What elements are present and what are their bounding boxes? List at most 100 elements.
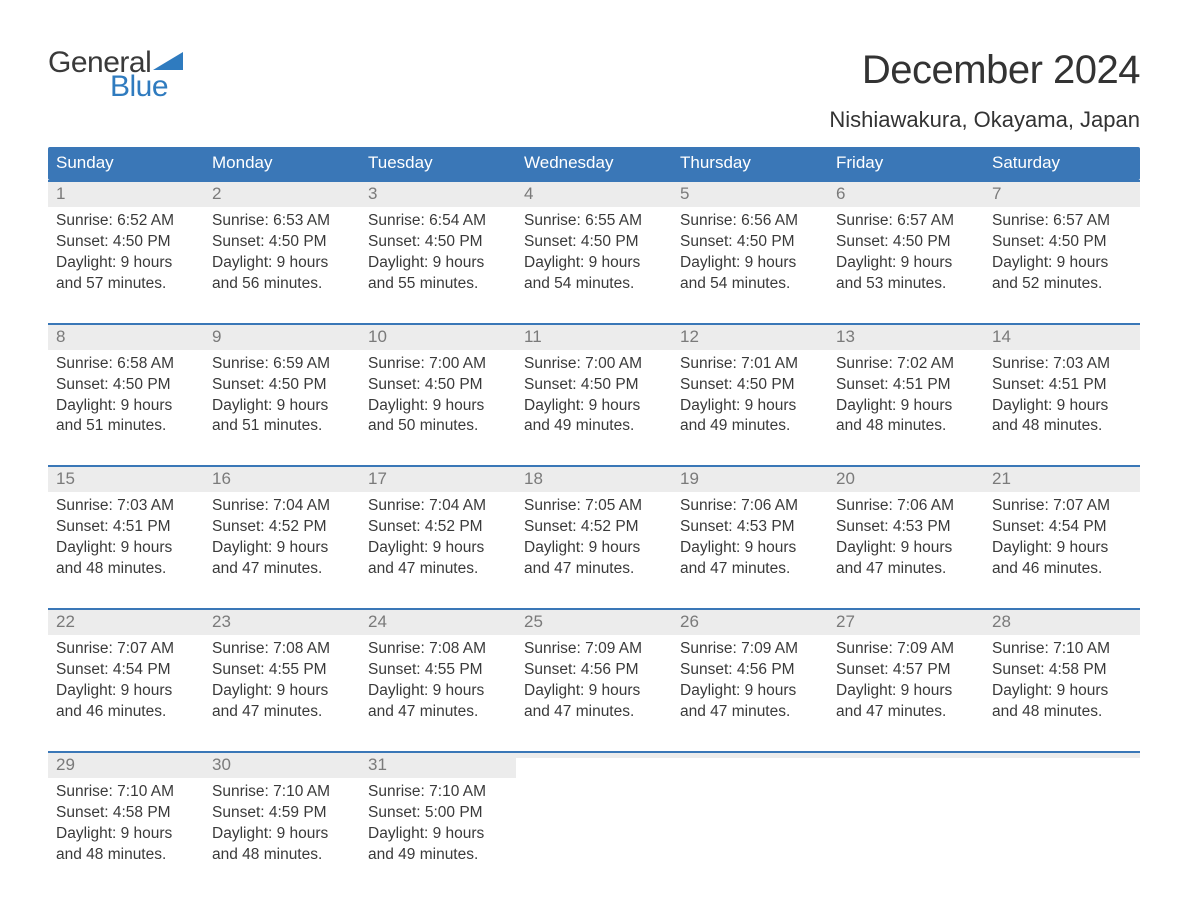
calendar-day: 14Sunrise: 7:03 AMSunset: 4:51 PMDayligh… <box>984 325 1140 448</box>
weekday-header: Friday <box>828 147 984 180</box>
sunrise-line: Sunrise: 6:59 AM <box>212 355 330 372</box>
day-number-row: 22 <box>48 610 204 635</box>
day-number-row: 3 <box>360 182 516 207</box>
sunset-line: Sunset: 4:50 PM <box>212 376 327 393</box>
daylight-line-2: and 53 minutes. <box>836 275 946 292</box>
page: General Blue December 2024 Nishiawakura,… <box>0 0 1188 915</box>
daylight-line-1: Daylight: 9 hours <box>524 397 640 414</box>
sunset-line: Sunset: 4:50 PM <box>368 233 483 250</box>
sunset-line: Sunset: 4:50 PM <box>992 233 1107 250</box>
daylight-line-2: and 47 minutes. <box>368 703 478 720</box>
day-number: 29 <box>48 753 204 778</box>
day-number: 9 <box>204 325 360 350</box>
sunset-line: Sunset: 4:50 PM <box>524 233 639 250</box>
day-number-row: 31 <box>360 753 516 778</box>
sunrise-line: Sunrise: 7:09 AM <box>524 640 642 657</box>
day-number: 23 <box>204 610 360 635</box>
sunrise-line: Sunrise: 6:54 AM <box>368 212 486 229</box>
sunset-line: Sunset: 4:59 PM <box>212 804 327 821</box>
calendar-day: 28Sunrise: 7:10 AMSunset: 4:58 PMDayligh… <box>984 610 1140 733</box>
day-details: Sunrise: 7:04 AMSunset: 4:52 PMDaylight:… <box>360 492 516 580</box>
weekday-header: Tuesday <box>360 147 516 180</box>
day-number: 26 <box>672 610 828 635</box>
day-number: 14 <box>984 325 1140 350</box>
daylight-line-2: and 54 minutes. <box>524 275 634 292</box>
day-number: 20 <box>828 467 984 492</box>
sunrise-line: Sunrise: 6:55 AM <box>524 212 642 229</box>
sunset-line: Sunset: 4:52 PM <box>524 518 639 535</box>
daylight-line-1: Daylight: 9 hours <box>212 825 328 842</box>
day-number-row <box>516 753 672 758</box>
day-number: 10 <box>360 325 516 350</box>
sunset-line: Sunset: 4:50 PM <box>56 233 171 250</box>
day-details: Sunrise: 7:09 AMSunset: 4:56 PMDaylight:… <box>672 635 828 723</box>
daylight-line-2: and 47 minutes. <box>524 560 634 577</box>
daylight-line-1: Daylight: 9 hours <box>836 539 952 556</box>
sunset-line: Sunset: 4:54 PM <box>992 518 1107 535</box>
calendar-day: 8Sunrise: 6:58 AMSunset: 4:50 PMDaylight… <box>48 325 204 448</box>
sunrise-line: Sunrise: 7:00 AM <box>368 355 486 372</box>
calendar-day <box>516 753 672 876</box>
sunrise-line: Sunrise: 7:06 AM <box>680 497 798 514</box>
weekday-header: Sunday <box>48 147 204 180</box>
calendar-day: 4Sunrise: 6:55 AMSunset: 4:50 PMDaylight… <box>516 182 672 305</box>
daylight-line-1: Daylight: 9 hours <box>212 539 328 556</box>
calendar-day: 5Sunrise: 6:56 AMSunset: 4:50 PMDaylight… <box>672 182 828 305</box>
sunset-line: Sunset: 4:51 PM <box>836 376 951 393</box>
calendar-day: 24Sunrise: 7:08 AMSunset: 4:55 PMDayligh… <box>360 610 516 733</box>
calendar-day: 26Sunrise: 7:09 AMSunset: 4:56 PMDayligh… <box>672 610 828 733</box>
calendar-day <box>984 753 1140 876</box>
daylight-line-1: Daylight: 9 hours <box>56 682 172 699</box>
daylight-line-1: Daylight: 9 hours <box>524 254 640 271</box>
calendar-day <box>828 753 984 876</box>
day-number: 25 <box>516 610 672 635</box>
day-details: Sunrise: 7:10 AMSunset: 4:59 PMDaylight:… <box>204 778 360 866</box>
title-block: December 2024 Nishiawakura, Okayama, Jap… <box>829 48 1140 133</box>
day-number: 31 <box>360 753 516 778</box>
daylight-line-2: and 48 minutes. <box>56 846 166 863</box>
day-number-row: 21 <box>984 467 1140 492</box>
day-number: 16 <box>204 467 360 492</box>
sunset-line: Sunset: 4:58 PM <box>56 804 171 821</box>
day-details: Sunrise: 7:09 AMSunset: 4:57 PMDaylight:… <box>828 635 984 723</box>
daylight-line-2: and 47 minutes. <box>680 560 790 577</box>
calendar-day: 10Sunrise: 7:00 AMSunset: 4:50 PMDayligh… <box>360 325 516 448</box>
daylight-line-1: Daylight: 9 hours <box>680 254 796 271</box>
day-number: 12 <box>672 325 828 350</box>
day-details: Sunrise: 7:06 AMSunset: 4:53 PMDaylight:… <box>828 492 984 580</box>
sunrise-line: Sunrise: 6:57 AM <box>992 212 1110 229</box>
sunset-line: Sunset: 4:51 PM <box>56 518 171 535</box>
calendar-day: 31Sunrise: 7:10 AMSunset: 5:00 PMDayligh… <box>360 753 516 876</box>
day-details: Sunrise: 7:10 AMSunset: 4:58 PMDaylight:… <box>984 635 1140 723</box>
calendar-day: 25Sunrise: 7:09 AMSunset: 4:56 PMDayligh… <box>516 610 672 733</box>
day-number: 13 <box>828 325 984 350</box>
daylight-line-2: and 54 minutes. <box>680 275 790 292</box>
daylight-line-1: Daylight: 9 hours <box>680 539 796 556</box>
calendar-body: 1Sunrise: 6:52 AMSunset: 4:50 PMDaylight… <box>48 180 1140 875</box>
calendar-day: 9Sunrise: 6:59 AMSunset: 4:50 PMDaylight… <box>204 325 360 448</box>
day-number-row: 29 <box>48 753 204 778</box>
daylight-line-2: and 47 minutes. <box>836 560 946 577</box>
sunrise-line: Sunrise: 7:09 AM <box>836 640 954 657</box>
calendar-day: 17Sunrise: 7:04 AMSunset: 4:52 PMDayligh… <box>360 467 516 590</box>
daylight-line-2: and 48 minutes. <box>992 417 1102 434</box>
calendar-day: 11Sunrise: 7:00 AMSunset: 4:50 PMDayligh… <box>516 325 672 448</box>
day-number-row: 20 <box>828 467 984 492</box>
day-number: 15 <box>48 467 204 492</box>
day-number-row: 19 <box>672 467 828 492</box>
daylight-line-2: and 56 minutes. <box>212 275 322 292</box>
calendar-week: 8Sunrise: 6:58 AMSunset: 4:50 PMDaylight… <box>48 323 1140 448</box>
daylight-line-1: Daylight: 9 hours <box>992 682 1108 699</box>
sunrise-line: Sunrise: 6:53 AM <box>212 212 330 229</box>
daylight-line-2: and 48 minutes. <box>992 703 1102 720</box>
day-details: Sunrise: 7:06 AMSunset: 4:53 PMDaylight:… <box>672 492 828 580</box>
daylight-line-1: Daylight: 9 hours <box>680 397 796 414</box>
daylight-line-2: and 51 minutes. <box>56 417 166 434</box>
daylight-line-1: Daylight: 9 hours <box>680 682 796 699</box>
sunrise-line: Sunrise: 7:01 AM <box>680 355 798 372</box>
weekday-header: Thursday <box>672 147 828 180</box>
sunrise-line: Sunrise: 7:02 AM <box>836 355 954 372</box>
calendar-day: 12Sunrise: 7:01 AMSunset: 4:50 PMDayligh… <box>672 325 828 448</box>
day-details: Sunrise: 6:59 AMSunset: 4:50 PMDaylight:… <box>204 350 360 438</box>
sunrise-line: Sunrise: 7:09 AM <box>680 640 798 657</box>
